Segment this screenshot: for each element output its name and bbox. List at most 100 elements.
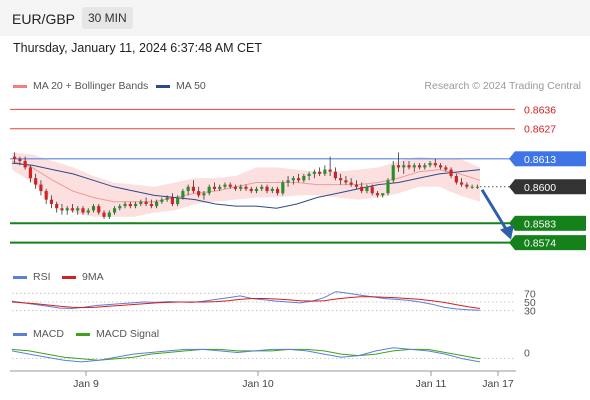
candle-body [97, 206, 101, 213]
candle-body [312, 171, 316, 174]
rsi-line [11, 291, 481, 311]
legend-9ma-label: 9MA [82, 271, 104, 283]
candle-body [70, 208, 75, 211]
candle-body [423, 165, 427, 168]
candle-body [23, 160, 27, 168]
candle-body [344, 180, 348, 183]
x-tick-label: Jan 10 [242, 378, 274, 390]
rsi-tick-label: 70 [524, 288, 536, 300]
legend-rsi: RSI [13, 271, 51, 283]
level-label-0.8636: 0.8636 [524, 104, 556, 116]
candle-body [49, 199, 54, 204]
candle-body [407, 165, 411, 168]
candle-body [402, 165, 406, 168]
level-label-0.8574: 0.8574 [524, 238, 556, 250]
macd-signal-swatch [76, 332, 90, 336]
candle-body [233, 186, 238, 189]
rsi-swatch [13, 275, 27, 279]
candle-body [291, 178, 295, 181]
candle-body [165, 197, 169, 200]
candle-body [412, 165, 416, 168]
level-tag-arrow-0.8613 [509, 151, 515, 167]
candle-body [460, 182, 464, 185]
candle-body [107, 212, 111, 217]
candle-body [112, 208, 117, 213]
candle-body [186, 186, 190, 192]
candle-body [465, 184, 469, 187]
candle-body [18, 158, 22, 161]
candle-body [60, 208, 64, 211]
candle-body [34, 178, 38, 185]
forecast-arrow [480, 188, 509, 232]
legend-macd: MACD [13, 328, 64, 340]
candle-body [123, 203, 127, 207]
candle-body [133, 203, 138, 207]
candle-body [81, 208, 85, 213]
candle-body [65, 208, 69, 211]
level-tag-0.8600 [515, 179, 586, 195]
candle-body [260, 186, 264, 189]
candle-body [370, 186, 374, 194]
candle-body [202, 193, 206, 196]
candle-body [118, 206, 122, 209]
legend-ma50: MA 50 [156, 80, 206, 92]
level-label-0.8600: 0.8600 [524, 182, 556, 194]
forecast-arrow-head [500, 224, 514, 240]
macd-line [11, 347, 481, 363]
candle-body [386, 180, 390, 194]
candle-body [396, 165, 401, 168]
candle-body [139, 201, 143, 204]
level-tag-0.8583 [515, 215, 586, 231]
candle-body [239, 186, 243, 189]
ma9-swatch [62, 275, 76, 279]
candle-body [212, 186, 217, 189]
level-label-0.8627: 0.8627 [524, 124, 556, 136]
instrument-title: EUR/GBP [12, 11, 76, 27]
candle-body [176, 197, 180, 204]
candle-body [155, 201, 159, 207]
legend-macd-signal: MACD Signal [76, 328, 159, 340]
candle-body [13, 156, 17, 159]
candle-body [333, 171, 337, 179]
x-tick-label: Jan 11 [416, 378, 447, 390]
level-tag-arrow-0.8600 [509, 179, 515, 195]
legend-macd-label: MACD [33, 328, 64, 340]
candle-body [470, 186, 474, 188]
candle-body [349, 182, 353, 185]
candle-body [102, 212, 106, 217]
candle-body [433, 163, 437, 166]
candle-body [323, 169, 327, 174]
candle-body [438, 165, 443, 168]
legend-macd-signal-label: MACD Signal [96, 328, 160, 340]
ma50-swatch [156, 84, 170, 88]
candle-body [275, 188, 280, 194]
candle-body [170, 197, 174, 204]
candle-body [454, 176, 458, 183]
macd-swatch [13, 332, 27, 336]
level-tag-arrow-0.8574 [509, 235, 515, 251]
ma50-line [11, 162, 481, 209]
candle-body [76, 208, 80, 211]
candle-body [270, 188, 274, 192]
legend-ma20: MA 20 + Bollinger Bands [13, 80, 148, 92]
candle-body [244, 186, 248, 189]
candle-body [160, 199, 164, 202]
x-tick-label: Jan 9 [73, 378, 99, 390]
candle-body [417, 165, 422, 168]
candle-body [339, 178, 343, 181]
candle-body [354, 184, 359, 187]
candle-body [223, 184, 227, 187]
timeframe-badge[interactable]: 30 MIN [82, 7, 133, 29]
candle-body [281, 182, 285, 194]
candle-body [197, 191, 201, 196]
candle-body [375, 193, 380, 196]
legend-rsi-label: RSI [33, 271, 51, 283]
candle-body [191, 186, 195, 192]
candle-body [307, 173, 311, 176]
level-tag-0.8613 [515, 151, 586, 167]
timestamp: Thursday, January 11, 2024 6:37:48 AM CE… [13, 41, 262, 55]
candle-body [381, 193, 385, 196]
candle-body [55, 203, 59, 209]
candle-body [86, 210, 90, 213]
